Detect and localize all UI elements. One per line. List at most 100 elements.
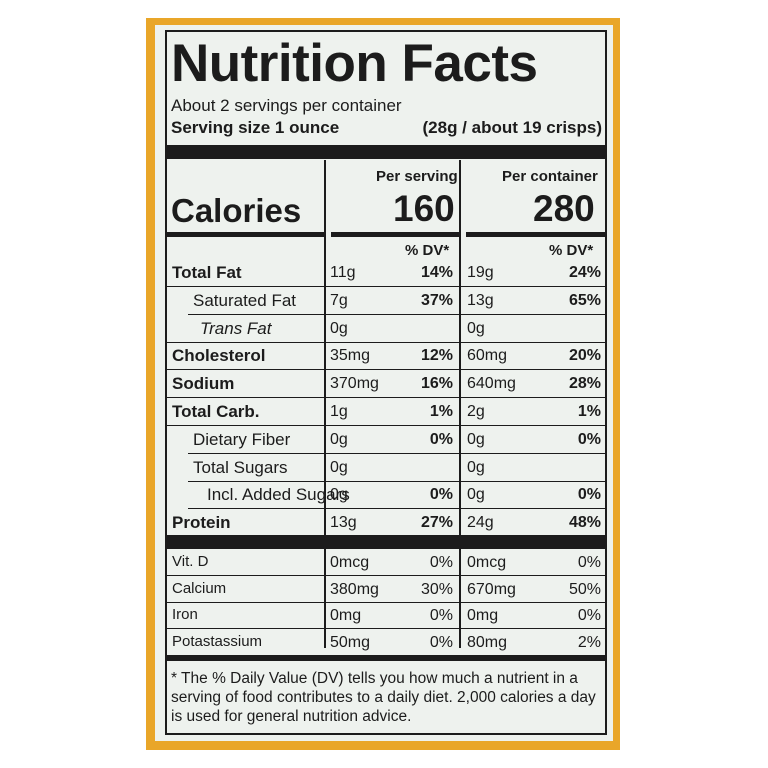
serving-dv: 0% — [429, 486, 453, 503]
container-dv: 24% — [568, 264, 601, 281]
footnote: * The % Daily Value (DV) tells you how m… — [171, 670, 596, 725]
row-divider — [188, 453, 605, 454]
nutrient-name: Trans Fat — [200, 319, 272, 338]
row-divider — [188, 314, 605, 315]
footnote-divider — [167, 655, 605, 661]
container-amount: 2g — [467, 403, 485, 420]
serving-amount: 0g — [330, 431, 348, 448]
nutrient-row: Total Carb. 1g 1% 2g 1% — [167, 398, 605, 426]
serving-size-label: Serving size 1 ounce — [171, 118, 340, 137]
calories-rule-left — [167, 232, 324, 237]
row-divider — [167, 425, 605, 426]
container-dv: 28% — [568, 375, 601, 392]
row-divider — [167, 369, 605, 370]
container-amount: 60mg — [467, 347, 508, 364]
container-amount: 0mcg — [467, 554, 507, 571]
serving-amount: 1g — [330, 403, 348, 420]
nutrient-row: Sodium 370mg 16% 640mg 28% — [167, 370, 605, 398]
serving-amount: 35mg — [330, 347, 371, 364]
nutrient-name: Total Carb. — [172, 402, 260, 421]
row-divider — [167, 575, 605, 576]
vitamin-row: Potastassium 50mg 0% 80mg 2% — [167, 629, 605, 657]
thick-divider-vitamins — [167, 535, 605, 549]
container-amount: 19g — [467, 264, 494, 281]
calories-label: Calories — [171, 192, 302, 229]
nutrient-name: Vit. D — [172, 553, 209, 570]
row-divider — [167, 342, 605, 343]
container-amount: 0g — [467, 459, 485, 476]
dv-header-serving: % DV* — [405, 242, 450, 259]
nutrient-name: Sodium — [172, 374, 235, 393]
column-divider-2 — [459, 160, 461, 648]
panel-title: Nutrition Facts — [171, 34, 538, 93]
serving-amount: 0mcg — [330, 554, 370, 571]
vitamin-row: Iron 0mg 0% 0mg 0% — [167, 602, 605, 630]
container-amount: 0g — [467, 431, 485, 448]
serving-dv: 30% — [420, 581, 453, 598]
nutrient-name: Iron — [172, 606, 198, 623]
container-dv: 65% — [568, 292, 601, 309]
nutrient-row: Incl. Added Sugars 0g 0% 0g 0% — [167, 481, 605, 509]
container-dv: 2% — [577, 634, 601, 651]
nutrient-name: Protein — [172, 513, 231, 532]
serving-amount: 0g — [330, 320, 348, 337]
container-dv: 20% — [568, 347, 601, 364]
container-dv: 0% — [577, 607, 601, 624]
calories-per-container: 280 — [533, 188, 595, 229]
container-amount: 24g — [467, 514, 494, 531]
container-dv: 0% — [577, 554, 601, 571]
nutrient-name: Total Sugars — [193, 458, 288, 477]
nutrient-row: Cholesterol 35mg 12% 60mg 20% — [167, 342, 605, 370]
calories-rule-mid — [331, 232, 459, 237]
serving-dv: 14% — [420, 264, 453, 281]
nutrient-name: Calcium — [172, 580, 227, 597]
row-divider — [167, 602, 605, 603]
nutrient-row: Protein 13g 27% 24g 48% — [167, 509, 605, 537]
nutrient-row: Total Sugars 0g 0g — [167, 454, 605, 482]
thick-divider-top — [167, 145, 605, 159]
serving-dv: 37% — [420, 292, 453, 309]
serving-amount: 0g — [330, 459, 348, 476]
per-serving-header: Per serving — [376, 168, 458, 185]
nutrient-row: Dietary Fiber 0g 0% 0g 0% — [167, 426, 605, 454]
nutrient-name: Total Fat — [172, 263, 242, 282]
nutrient-name: Cholesterol — [172, 346, 266, 365]
container-amount: 80mg — [467, 634, 508, 651]
row-divider — [167, 628, 605, 629]
nutrient-name: Potastassium — [172, 633, 263, 650]
container-amount: 13g — [467, 292, 494, 309]
nutrient-name: Incl. Added Sugars — [207, 485, 350, 504]
dv-header-container: % DV* — [549, 242, 594, 259]
serving-amount: 380mg — [330, 581, 379, 598]
serving-dv: 0% — [429, 607, 453, 624]
container-dv: 50% — [568, 581, 601, 598]
serving-dv: 12% — [420, 347, 453, 364]
nutrient-name: Saturated Fat — [193, 291, 297, 310]
serving-dv: 1% — [429, 403, 453, 420]
servings-per-container: About 2 servings per container — [171, 96, 402, 115]
serving-dv: 16% — [420, 375, 453, 392]
row-divider — [188, 508, 605, 509]
calories-rule-right — [466, 232, 605, 237]
row-divider — [167, 397, 605, 398]
column-divider-1 — [324, 160, 326, 648]
nutrient-row: Total Fat 11g 14% 19g 24% — [167, 259, 605, 287]
label-border — [165, 30, 607, 735]
container-amount: 670mg — [467, 581, 516, 598]
serving-dv: 0% — [429, 554, 453, 571]
container-amount: 640mg — [467, 375, 516, 392]
serving-size-value: (28g / about 19 crisps) — [422, 118, 603, 137]
vitamin-row: Vit. D 0mcg 0% 0mcg 0% — [167, 549, 605, 577]
per-container-header: Per container — [502, 168, 598, 185]
vitamin-row: Calcium 380mg 30% 670mg 50% — [167, 576, 605, 604]
serving-amount: 0g — [330, 486, 348, 503]
container-dv: 48% — [568, 514, 601, 531]
serving-amount: 13g — [330, 514, 357, 531]
nutrient-row: Trans Fat 0g 0g — [167, 315, 605, 343]
serving-dv: 0% — [429, 431, 453, 448]
nutrition-label — [155, 25, 613, 741]
serving-dv: 27% — [420, 514, 453, 531]
serving-amount: 11g — [330, 264, 356, 281]
serving-amount: 0mg — [330, 607, 362, 624]
container-dv: 1% — [577, 403, 601, 420]
